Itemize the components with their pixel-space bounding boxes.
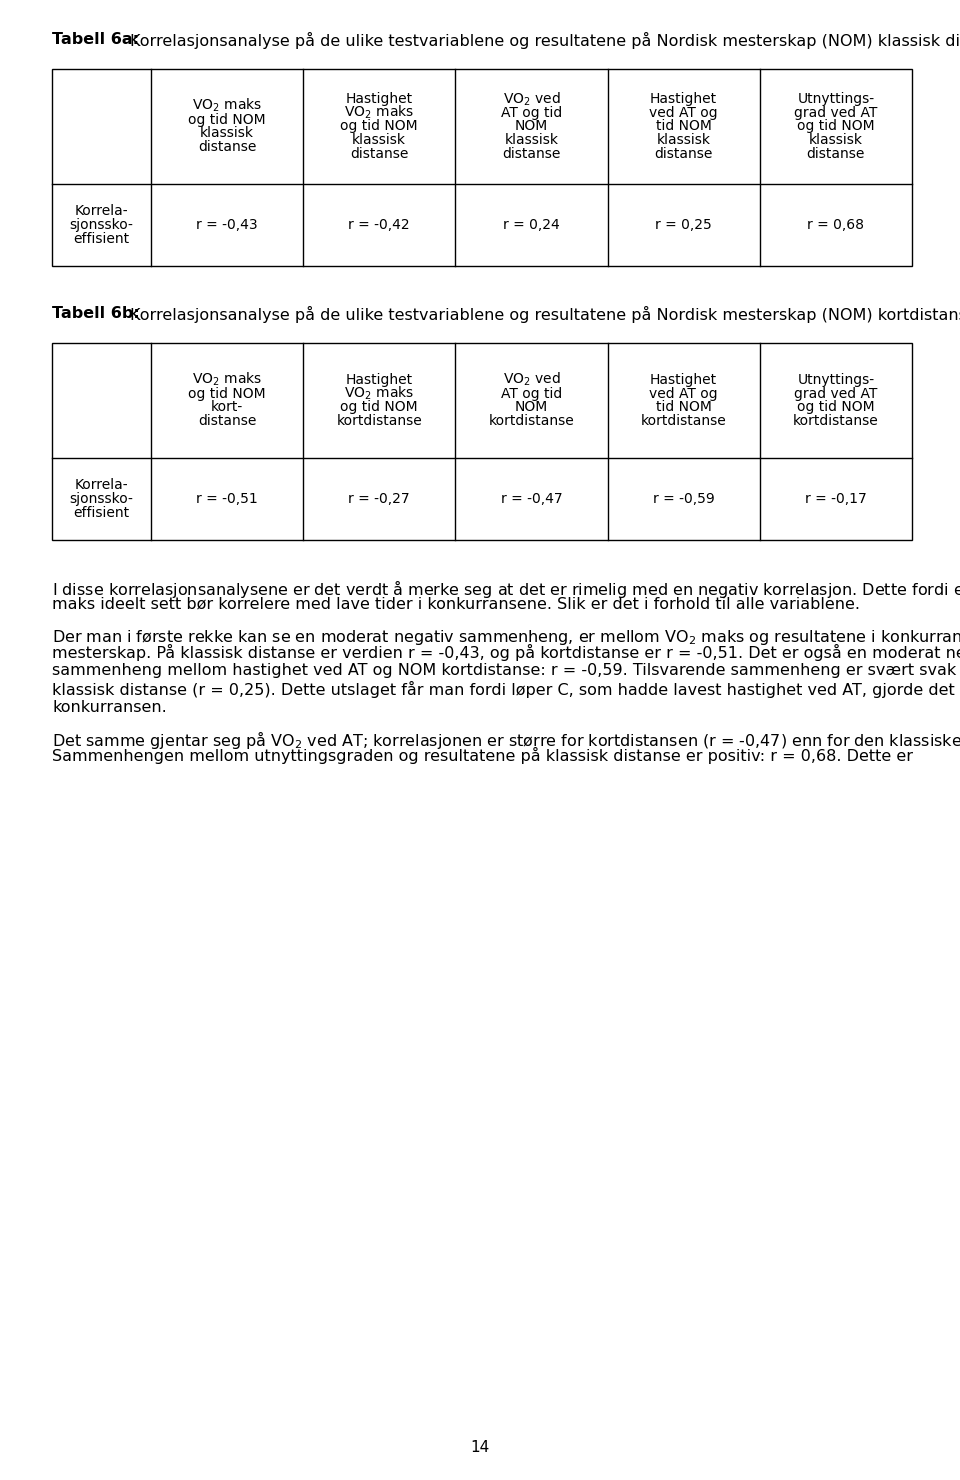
Text: Tabell 6a:: Tabell 6a: <box>52 33 139 47</box>
Text: og tid NOM: og tid NOM <box>188 112 266 127</box>
Bar <box>52 343 912 540</box>
Text: konkurransen.: konkurransen. <box>52 700 167 715</box>
Text: NOM: NOM <box>515 401 548 414</box>
Text: VO$_2$ maks: VO$_2$ maks <box>345 104 415 121</box>
Text: r = 0,24: r = 0,24 <box>503 218 560 232</box>
Text: sammenheng mellom hastighet ved AT og NOM kortdistanse: r = -0,59. Tilsvarende s: sammenheng mellom hastighet ved AT og NO… <box>52 663 960 678</box>
Text: Hastighet: Hastighet <box>346 373 413 386</box>
Text: kortdistanse: kortdistanse <box>793 414 878 428</box>
Text: distanse: distanse <box>198 414 256 428</box>
Text: klassisk: klassisk <box>809 133 863 148</box>
Text: Sammenhengen mellom utnyttingsgraden og resultatene på klassisk distanse er posi: Sammenhengen mellom utnyttingsgraden og … <box>52 747 913 765</box>
Text: ved AT og: ved AT og <box>649 386 718 401</box>
Text: grad ved AT: grad ved AT <box>794 386 877 401</box>
Text: Korrela-: Korrela- <box>75 478 129 493</box>
Text: r = -0,27: r = -0,27 <box>348 491 410 506</box>
Text: r = -0,43: r = -0,43 <box>196 218 258 232</box>
Text: distanse: distanse <box>198 141 256 154</box>
Text: Korrelasjonsanalyse på de ulike testvariablene og resultatene på Nordisk mesters: Korrelasjonsanalyse på de ulike testvari… <box>131 306 960 323</box>
Text: AT og tid: AT og tid <box>501 105 562 120</box>
Text: Utnyttings-: Utnyttings- <box>798 373 875 386</box>
Text: r = -0,47: r = -0,47 <box>500 491 563 506</box>
Text: klassisk: klassisk <box>504 133 559 148</box>
Text: distanse: distanse <box>502 147 561 161</box>
Text: kortdistanse: kortdistanse <box>489 414 574 428</box>
Text: klassisk: klassisk <box>352 133 406 148</box>
Text: Tabell 6b:: Tabell 6b: <box>52 306 140 321</box>
Text: NOM: NOM <box>515 120 548 133</box>
Text: AT og tid: AT og tid <box>501 386 562 401</box>
Bar <box>52 70 912 266</box>
Text: r = -0,51: r = -0,51 <box>196 491 258 506</box>
Text: og tid NOM: og tid NOM <box>341 120 418 133</box>
Text: klassisk: klassisk <box>200 126 254 141</box>
Text: og tid NOM: og tid NOM <box>341 401 418 414</box>
Text: distanse: distanse <box>806 147 865 161</box>
Text: klassisk distanse (r = 0,25). Dette utslaget får man fordi løper C, som hadde la: klassisk distanse (r = 0,25). Dette utsl… <box>52 681 960 699</box>
Text: tid NOM: tid NOM <box>656 120 711 133</box>
Text: VO$_2$ ved: VO$_2$ ved <box>502 371 561 388</box>
Text: r = 0,68: r = 0,68 <box>807 218 864 232</box>
Text: og tid NOM: og tid NOM <box>188 386 266 401</box>
Text: effisient: effisient <box>73 506 130 519</box>
Text: I disse korrelasjonsanalysene er det verdt å merke seg at det er rimelig med en : I disse korrelasjonsanalysene er det ver… <box>52 579 960 599</box>
Text: 14: 14 <box>470 1440 490 1455</box>
Text: sjonssko-: sjonssko- <box>69 218 133 232</box>
Text: Utnyttings-: Utnyttings- <box>798 92 875 107</box>
Text: Det samme gjentar seg på VO$_2$ ved AT; korrelasjonen er større for kortdistanse: Det samme gjentar seg på VO$_2$ ved AT; … <box>52 728 960 750</box>
Text: r = -0,17: r = -0,17 <box>805 491 867 506</box>
Text: r = -0,59: r = -0,59 <box>653 491 714 506</box>
Text: tid NOM: tid NOM <box>656 401 711 414</box>
Text: Hastighet: Hastighet <box>650 373 717 386</box>
Text: kort-: kort- <box>211 401 243 414</box>
Text: maks ideelt sett bør korrelere med lave tider i konkurransene. Slik er det i for: maks ideelt sett bør korrelere med lave … <box>52 596 860 611</box>
Text: Der man i første rekke kan se en moderat negativ sammenheng, er mellom VO$_2$ ma: Der man i første rekke kan se en moderat… <box>52 626 960 647</box>
Text: kortdistanse: kortdistanse <box>640 414 727 428</box>
Text: distanse: distanse <box>655 147 713 161</box>
Text: effisient: effisient <box>73 232 130 246</box>
Text: Hastighet: Hastighet <box>346 92 413 107</box>
Text: VO$_2$ maks: VO$_2$ maks <box>345 385 415 403</box>
Text: VO$_2$ ved: VO$_2$ ved <box>502 90 561 108</box>
Text: og tid NOM: og tid NOM <box>797 120 875 133</box>
Text: VO$_2$ maks: VO$_2$ maks <box>192 98 262 114</box>
Text: ved AT og: ved AT og <box>649 105 718 120</box>
Text: r = -0,42: r = -0,42 <box>348 218 410 232</box>
Text: VO$_2$ maks: VO$_2$ maks <box>192 371 262 388</box>
Text: kortdistanse: kortdistanse <box>336 414 422 428</box>
Text: grad ved AT: grad ved AT <box>794 105 877 120</box>
Text: sjonssko-: sjonssko- <box>69 491 133 506</box>
Text: Korrelasjonsanalyse på de ulike testvariablene og resultatene på Nordisk mesters: Korrelasjonsanalyse på de ulike testvari… <box>131 33 960 49</box>
Text: mesterskap. På klassisk distanse er verdien r = -0,43, og på kortdistanse er r =: mesterskap. På klassisk distanse er verd… <box>52 644 960 662</box>
Text: klassisk: klassisk <box>657 133 710 148</box>
Text: Korrela-: Korrela- <box>75 204 129 218</box>
Text: og tid NOM: og tid NOM <box>797 401 875 414</box>
Text: Hastighet: Hastighet <box>650 92 717 107</box>
Text: r = 0,25: r = 0,25 <box>656 218 712 232</box>
Text: distanse: distanse <box>350 147 408 161</box>
